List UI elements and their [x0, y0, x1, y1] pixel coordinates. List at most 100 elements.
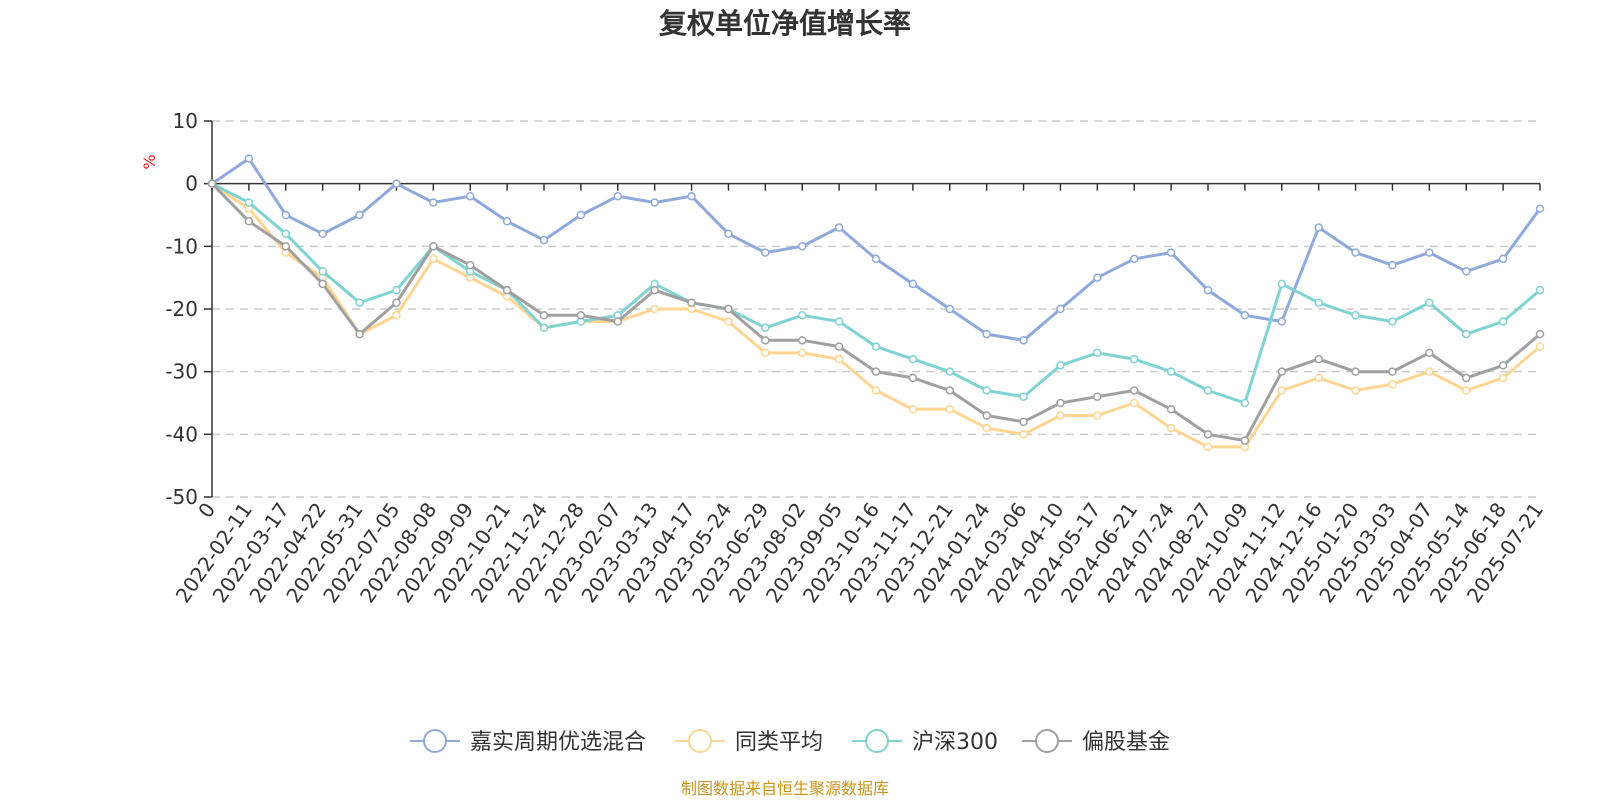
data-point	[945, 367, 955, 376]
legend-marker-icon	[423, 729, 447, 753]
data-point	[945, 405, 955, 414]
data-point	[1203, 442, 1213, 452]
data-point	[650, 285, 659, 295]
data-point	[908, 373, 918, 383]
data-point	[392, 285, 401, 295]
series-line-1	[211, 182, 1541, 449]
series-lines	[207, 154, 1545, 452]
data-point	[1166, 248, 1176, 257]
data-point	[1498, 254, 1508, 264]
data-point	[945, 304, 955, 314]
legend-item-1[interactable]: 同类平均	[675, 729, 823, 755]
data-point	[576, 210, 586, 220]
data-point	[244, 198, 254, 207]
data-point	[1535, 204, 1545, 213]
data-point	[1314, 354, 1323, 364]
data-point	[1425, 367, 1434, 376]
data-point	[1240, 398, 1250, 408]
data-point	[1240, 436, 1250, 445]
series-line-3	[210, 182, 1541, 443]
data-point	[724, 304, 733, 314]
data-point	[1425, 298, 1434, 307]
x-axis-ticks: 02022-02-112022-03-172022-04-222022-05-3…	[171, 183, 1548, 607]
data-source-note: 制图数据来自恒生聚源数据库	[681, 779, 889, 798]
data-point	[429, 254, 438, 264]
data-point	[871, 367, 881, 376]
data-point	[1461, 329, 1471, 339]
data-point	[687, 191, 696, 201]
data-point	[908, 405, 918, 414]
data-point	[1056, 304, 1065, 314]
y-tick-label: -40	[165, 422, 198, 446]
data-point	[1277, 317, 1287, 326]
data-point	[797, 242, 807, 251]
data-point	[724, 317, 733, 326]
data-point	[834, 223, 844, 232]
y-axis-ticks: 10 0 -10 -20 -30 -40 -50	[165, 109, 213, 509]
y-tick-label: -10	[165, 234, 198, 258]
data-point	[576, 311, 586, 320]
data-point	[1129, 254, 1139, 264]
data-point	[1351, 311, 1360, 320]
data-point	[539, 311, 549, 320]
data-point	[244, 154, 254, 163]
data-point	[1166, 405, 1176, 414]
y-tick-label: -30	[165, 360, 198, 384]
data-point	[318, 279, 327, 289]
data-point	[1461, 267, 1471, 276]
legend-item-3[interactable]: 偏股基金	[1022, 729, 1170, 755]
data-point	[761, 336, 770, 345]
data-point	[465, 260, 475, 270]
y-tick-label: -50	[165, 485, 198, 509]
data-point	[1056, 411, 1065, 420]
data-point	[355, 298, 364, 307]
chart-title: 复权单位净值增长率	[659, 7, 911, 40]
legend-label: 沪深300	[912, 730, 998, 755]
legend-label: 同类平均	[735, 730, 823, 755]
data-point	[502, 285, 512, 295]
data-point	[1277, 386, 1287, 395]
data-point	[281, 242, 291, 251]
data-point	[318, 267, 327, 276]
data-point	[908, 279, 918, 289]
data-point	[871, 254, 881, 264]
data-point	[1388, 317, 1397, 326]
data-point	[834, 354, 844, 364]
data-point	[392, 179, 401, 188]
data-point	[1056, 361, 1065, 370]
data-point	[1425, 248, 1434, 257]
data-point	[834, 342, 844, 351]
data-point	[613, 191, 623, 201]
legend-label: 嘉实周期优选混合	[470, 730, 646, 755]
data-point	[834, 317, 844, 326]
data-point	[1388, 260, 1397, 270]
x-tick-label: 0	[193, 498, 220, 522]
data-point	[982, 411, 991, 420]
data-point	[982, 386, 991, 395]
legend-item-2[interactable]: 沪深300	[852, 729, 998, 755]
data-point	[1129, 398, 1139, 408]
data-point	[724, 229, 733, 239]
data-point	[281, 229, 291, 239]
data-point	[871, 342, 881, 351]
data-point	[1535, 329, 1545, 339]
legend[interactable]: 嘉实周期优选混合 同类平均 沪深300 偏股基金	[410, 729, 1170, 755]
data-point	[1314, 223, 1323, 232]
data-point	[465, 191, 475, 201]
data-point	[502, 217, 512, 226]
data-point	[1129, 354, 1139, 364]
legend-item-0[interactable]: 嘉实周期优选混合	[410, 729, 646, 755]
y-axis-unit: %	[140, 154, 159, 169]
data-point	[207, 179, 217, 188]
data-point	[1461, 373, 1471, 383]
data-point	[1056, 398, 1065, 408]
data-point	[1388, 379, 1397, 389]
data-point	[1498, 361, 1508, 370]
y-tick-label: -20	[165, 297, 198, 321]
data-point	[761, 323, 770, 333]
data-point	[797, 311, 807, 320]
data-point	[1203, 430, 1213, 439]
data-point	[539, 323, 549, 333]
data-point	[1129, 386, 1139, 395]
data-point	[1351, 367, 1360, 376]
